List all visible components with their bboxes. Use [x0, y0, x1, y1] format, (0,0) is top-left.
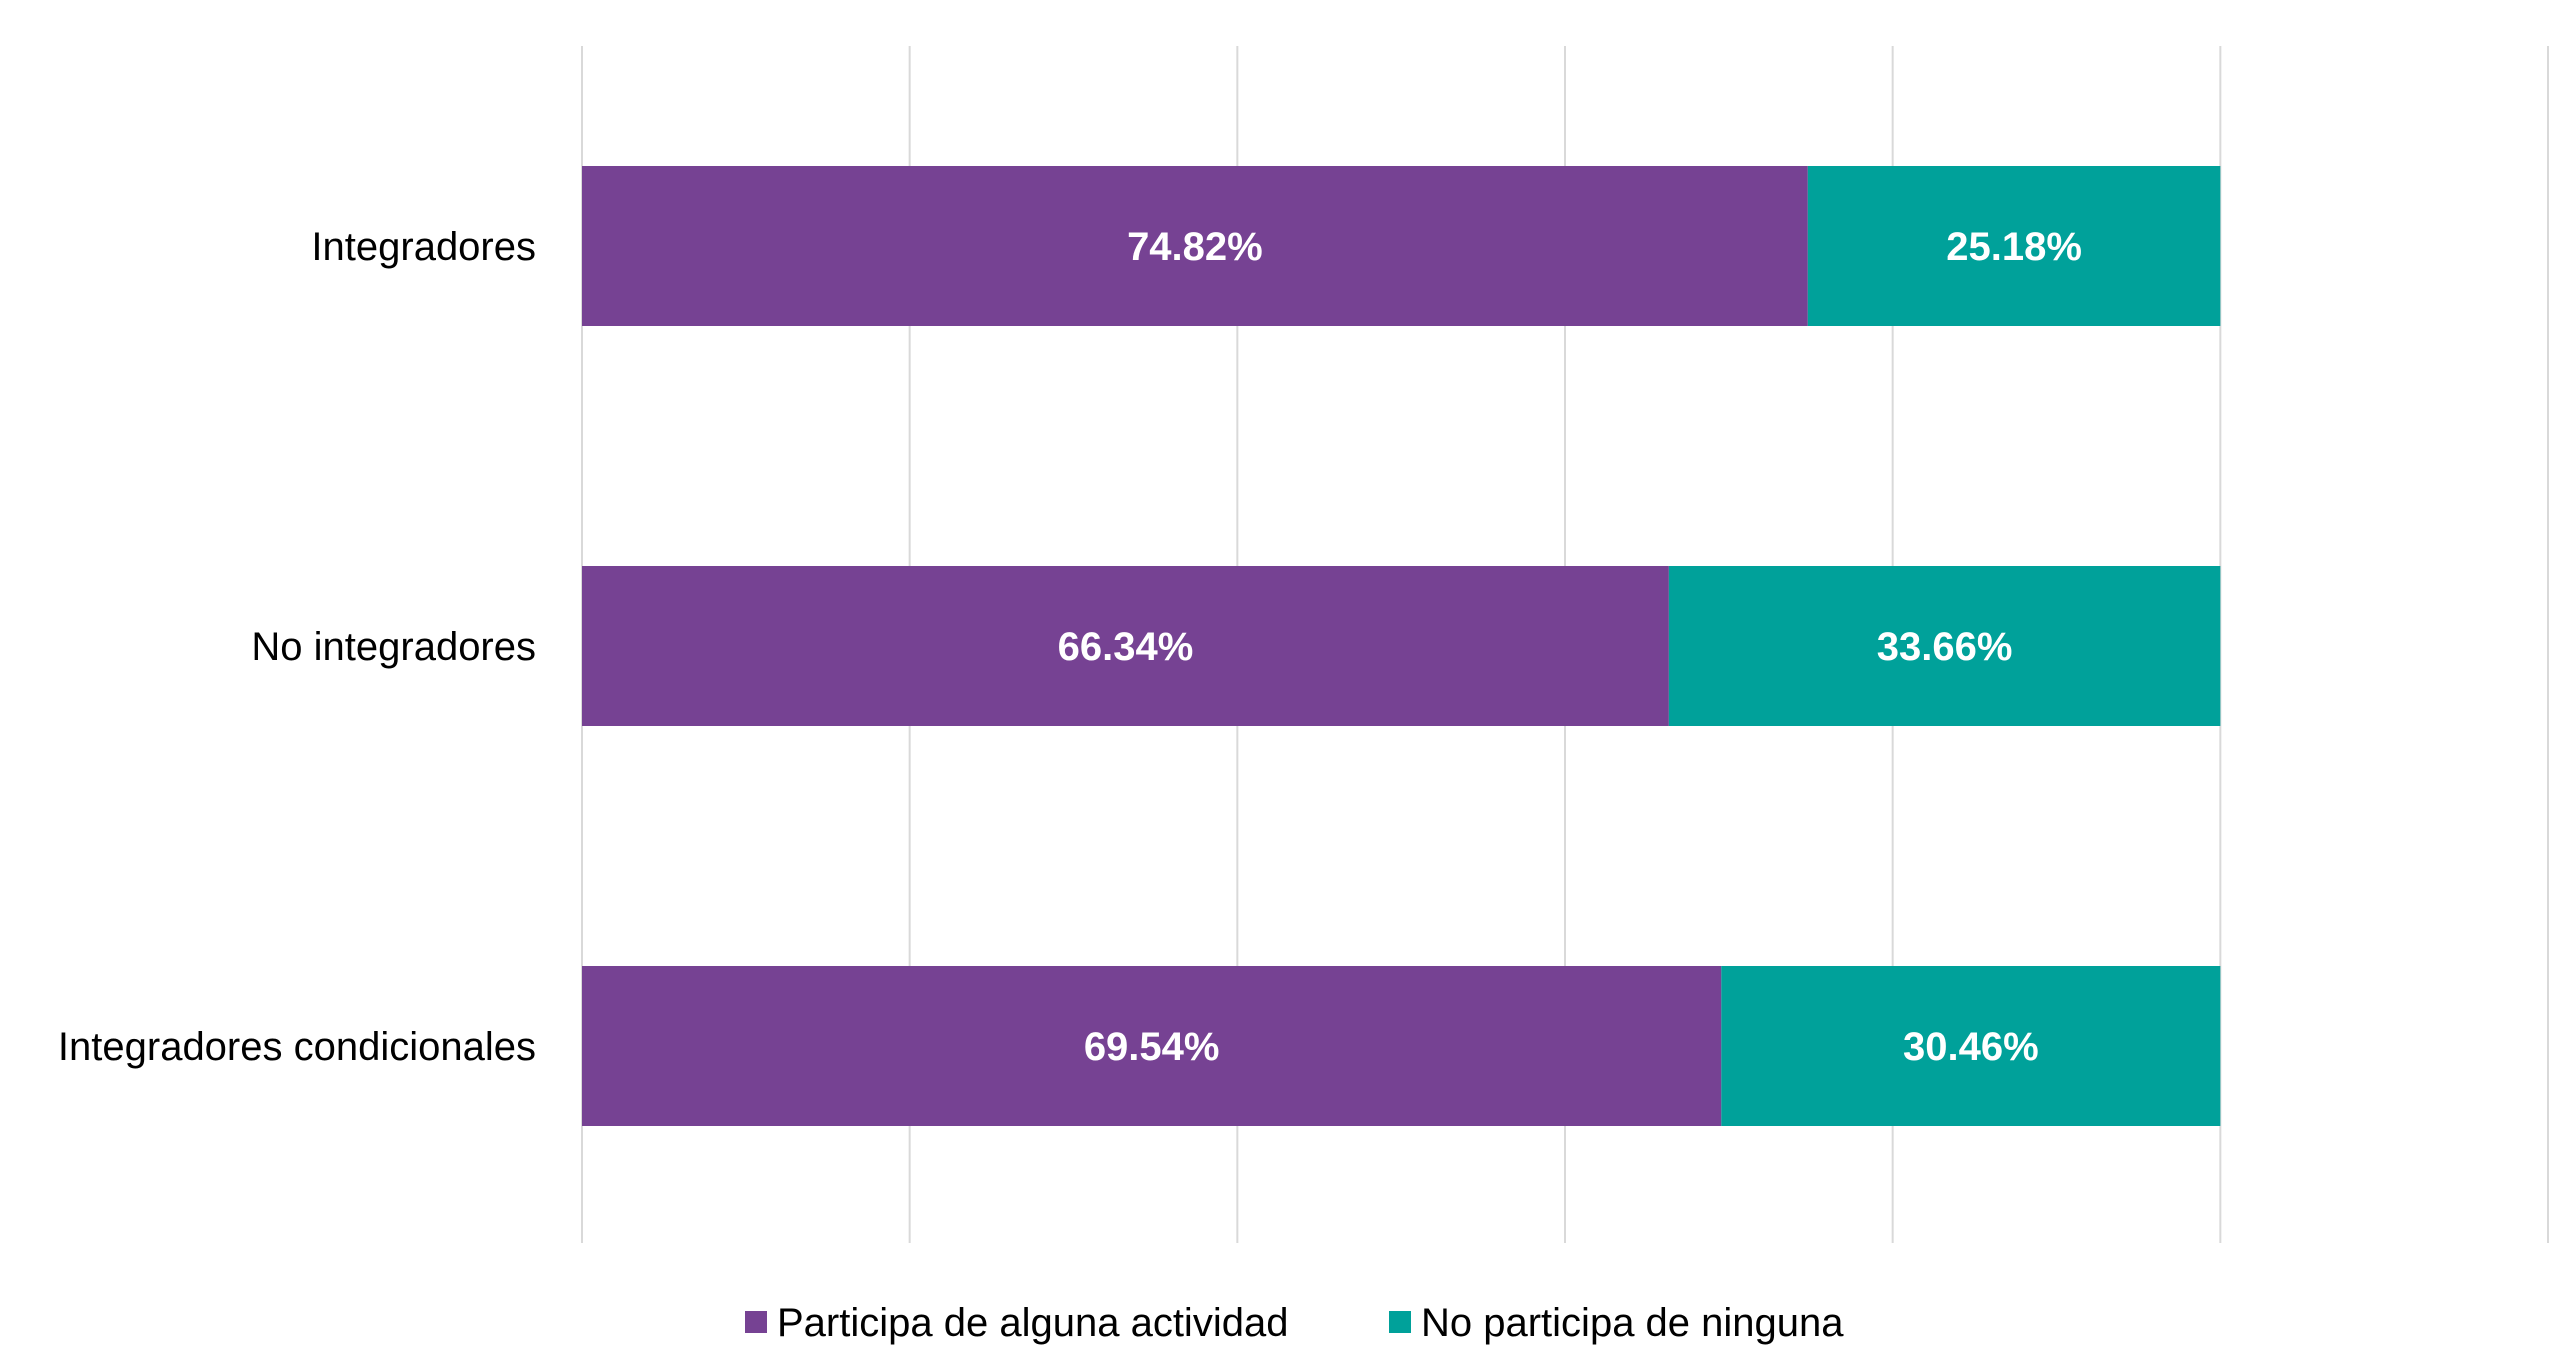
legend-label-participa: Participa de alguna actividad	[777, 1301, 1288, 1345]
data-label-participa-1: 66.34%	[1058, 625, 1194, 669]
bar-participa-2	[582, 966, 1722, 1126]
bar-participa-0	[582, 166, 1808, 326]
legend-label-no-participa: No participa de ninguna	[1421, 1301, 1844, 1345]
legend-swatch-no-participa	[1389, 1311, 1411, 1333]
category-labels: Integradores No integradores Integradores …	[58, 225, 536, 1069]
legend: Participa de alguna actividad No partici…	[745, 1301, 1844, 1345]
bar-no-participa-2	[1721, 966, 2221, 1126]
category-label-2: Integradores condicionales	[58, 1025, 536, 1069]
bar-no-participa-1	[1668, 566, 2221, 726]
legend-swatch-participa	[745, 1311, 767, 1333]
data-label-participa-2: 69.54%	[1084, 1025, 1220, 1069]
bars: 74.82% 25.18% 66.34% 33.66% 69.54% 30.46%	[582, 166, 2221, 1126]
data-label-participa-0: 74.82%	[1127, 225, 1263, 269]
data-label-no-participa-1: 33.66%	[1877, 625, 2013, 669]
data-label-no-participa-2: 30.46%	[1903, 1025, 2039, 1069]
bar-participa-1	[582, 566, 1669, 726]
data-label-no-participa-0: 25.18%	[1946, 225, 2082, 269]
category-label-1: No integradores	[251, 625, 536, 669]
bar-no-participa-0	[1807, 166, 2221, 326]
category-label-0: Integradores	[311, 225, 536, 269]
